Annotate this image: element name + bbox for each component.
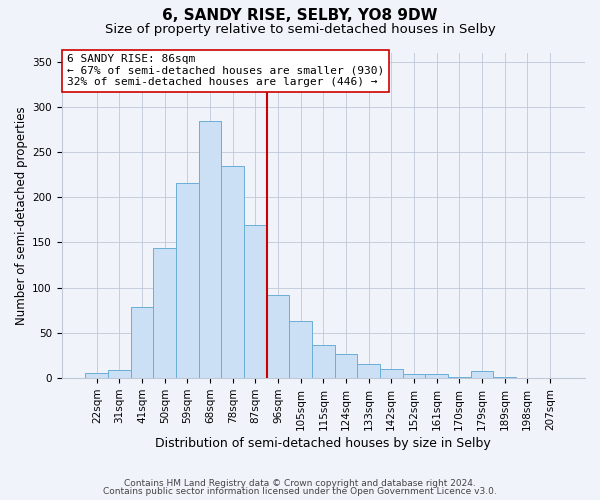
Bar bbox=[244, 226, 266, 378]
Bar bbox=[154, 248, 176, 378]
Bar bbox=[108, 370, 131, 378]
Bar bbox=[266, 295, 289, 378]
Y-axis label: Number of semi-detached properties: Number of semi-detached properties bbox=[15, 106, 28, 324]
Bar bbox=[358, 364, 380, 378]
Bar bbox=[221, 166, 244, 378]
Bar bbox=[425, 374, 448, 378]
Bar bbox=[176, 183, 199, 378]
Bar bbox=[470, 371, 493, 378]
Text: Contains public sector information licensed under the Open Government Licence v3: Contains public sector information licen… bbox=[103, 487, 497, 496]
Bar bbox=[85, 373, 108, 378]
Bar bbox=[380, 369, 403, 378]
Text: Contains HM Land Registry data © Crown copyright and database right 2024.: Contains HM Land Registry data © Crown c… bbox=[124, 478, 476, 488]
Text: 6, SANDY RISE, SELBY, YO8 9DW: 6, SANDY RISE, SELBY, YO8 9DW bbox=[162, 8, 438, 22]
Bar bbox=[403, 374, 425, 378]
Bar bbox=[131, 306, 154, 378]
Bar bbox=[289, 321, 312, 378]
X-axis label: Distribution of semi-detached houses by size in Selby: Distribution of semi-detached houses by … bbox=[155, 437, 491, 450]
Text: 6 SANDY RISE: 86sqm
← 67% of semi-detached houses are smaller (930)
32% of semi-: 6 SANDY RISE: 86sqm ← 67% of semi-detach… bbox=[67, 54, 384, 88]
Text: Size of property relative to semi-detached houses in Selby: Size of property relative to semi-detach… bbox=[104, 22, 496, 36]
Bar bbox=[335, 354, 358, 378]
Bar bbox=[312, 344, 335, 378]
Bar bbox=[199, 122, 221, 378]
